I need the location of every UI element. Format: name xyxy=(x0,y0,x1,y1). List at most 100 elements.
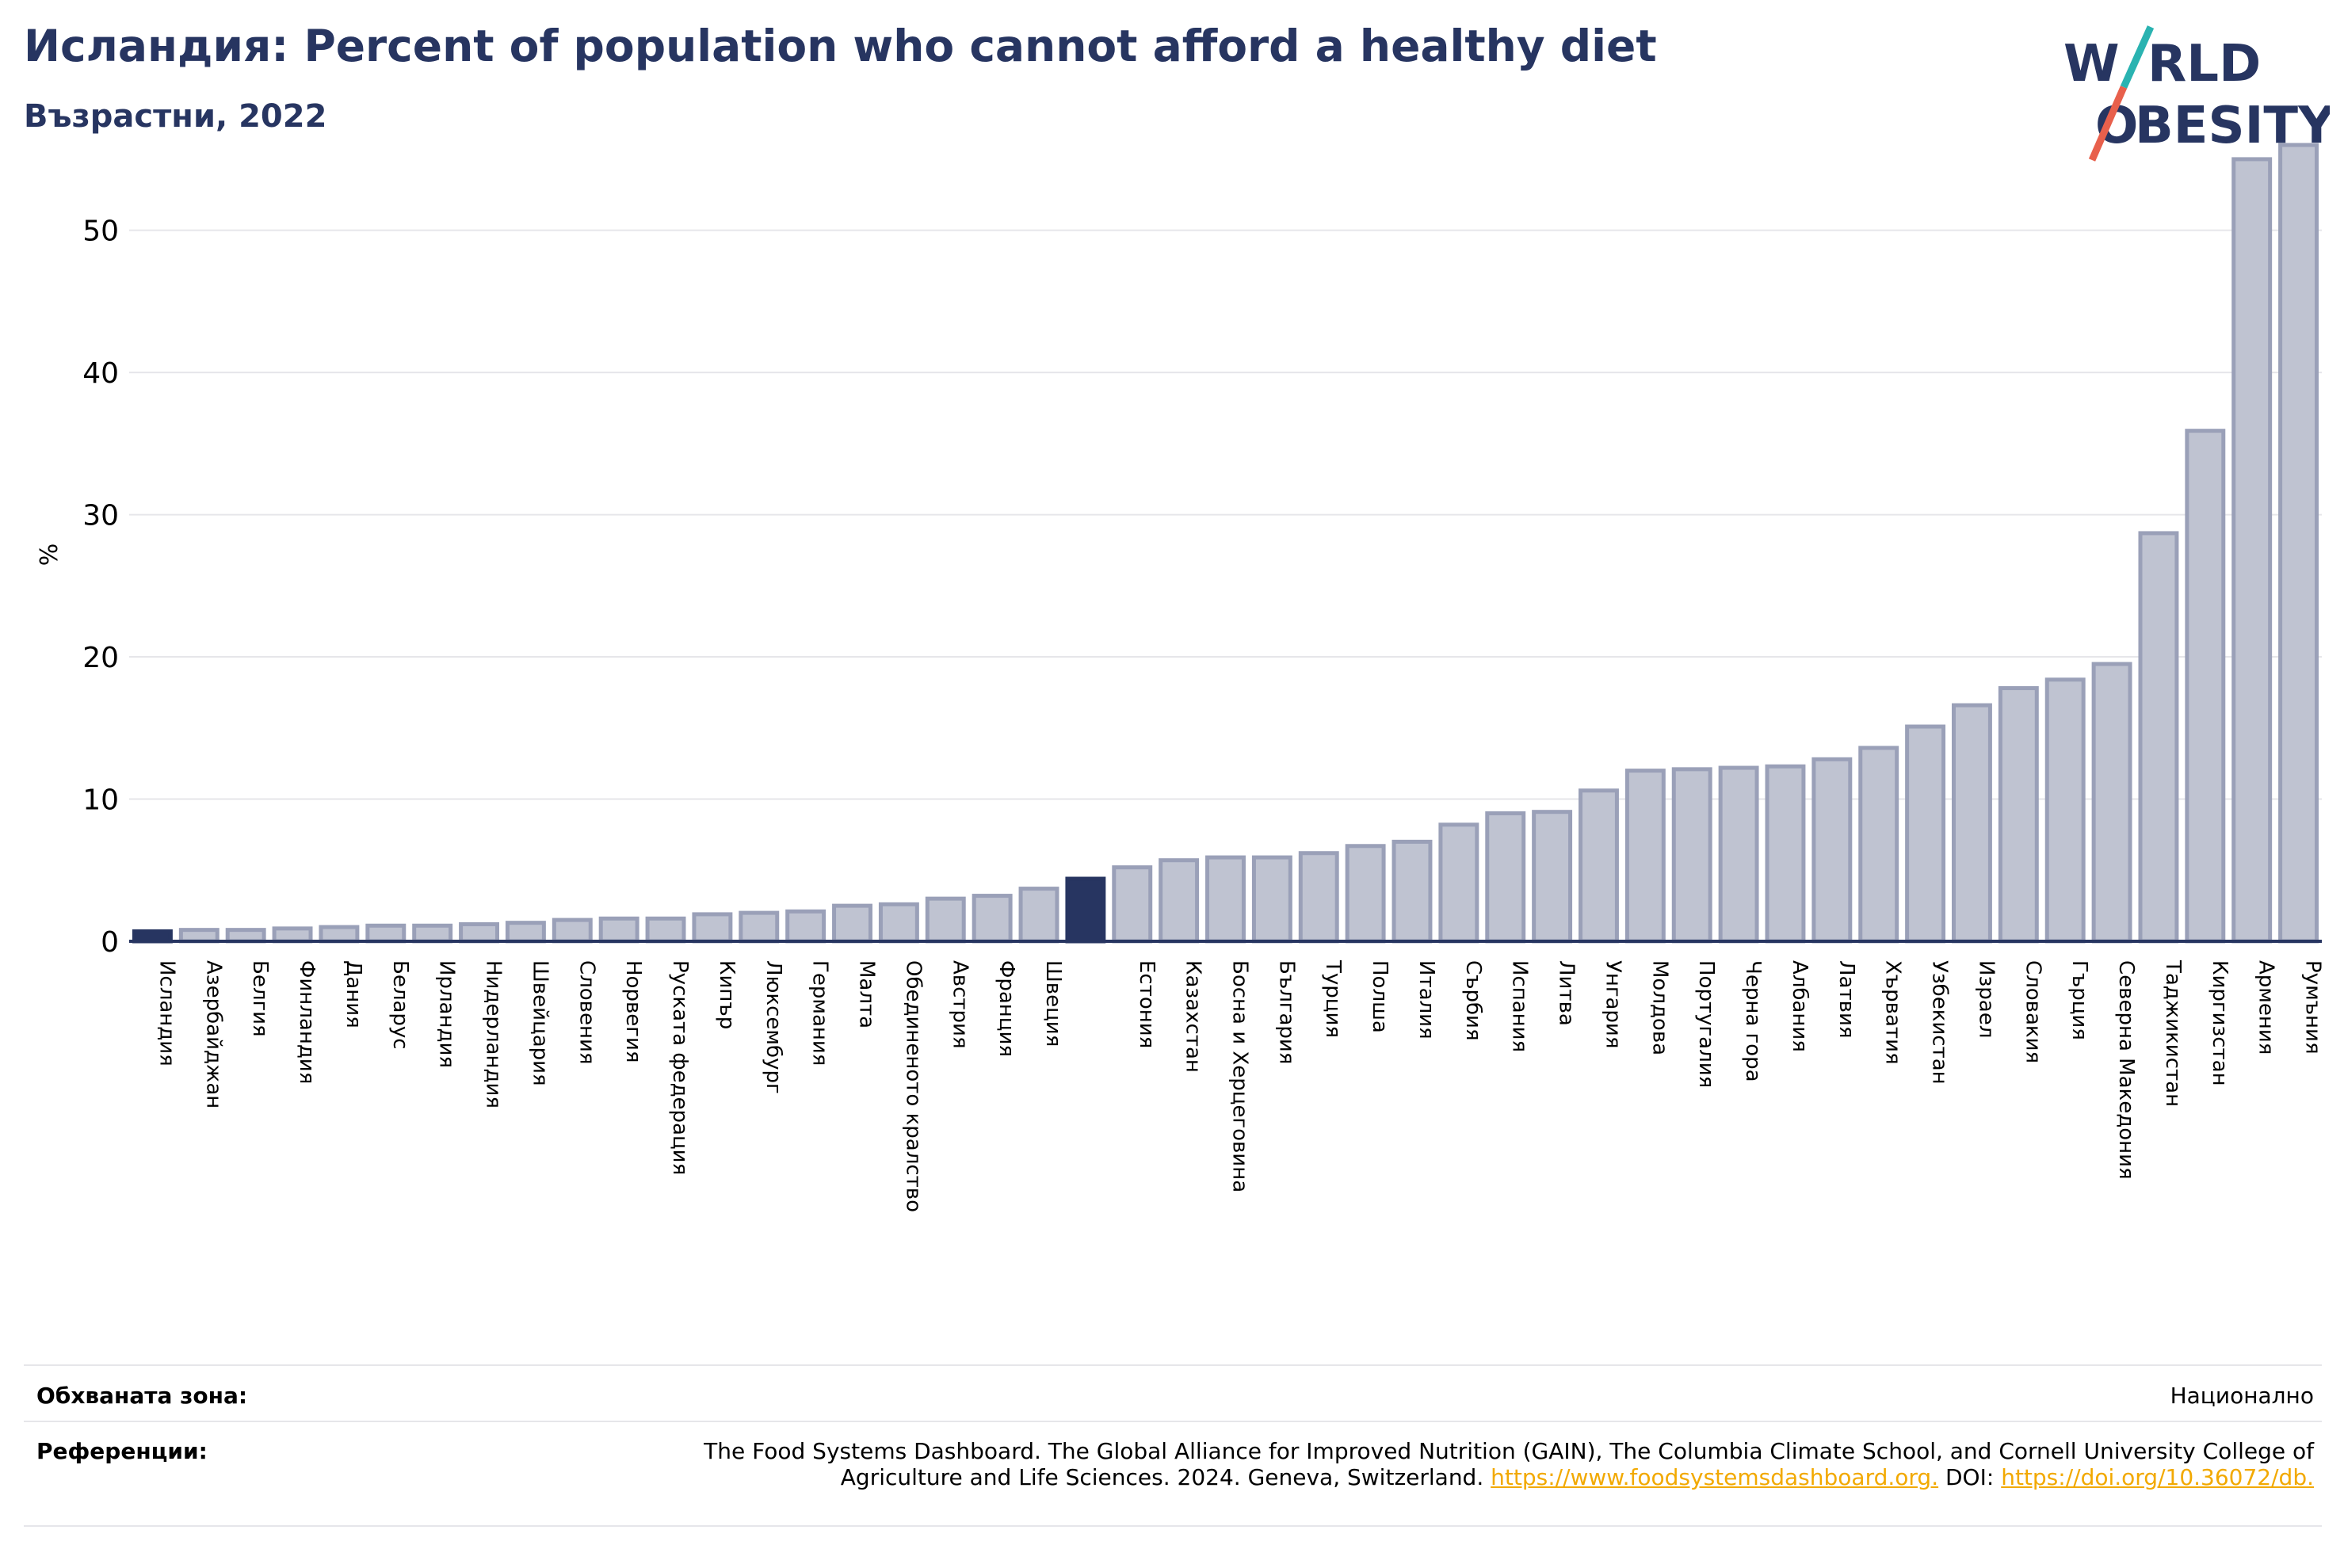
bar xyxy=(2044,677,2086,944)
bar xyxy=(1718,765,1759,944)
bar xyxy=(1112,865,1153,944)
chart-title: Исландия: Percent of population who cann… xyxy=(24,21,1657,71)
bar xyxy=(692,912,733,944)
bar xyxy=(878,902,919,944)
bar xyxy=(1951,703,1992,944)
y-tick-label: 0 xyxy=(101,926,119,959)
y-tick-label: 30 xyxy=(82,500,119,532)
bar xyxy=(739,910,780,944)
x-tick-label: Узбекистан xyxy=(1928,960,1952,1085)
bar xyxy=(552,918,593,944)
x-tick-label: Франция xyxy=(994,960,1018,1057)
logo-slash-coral xyxy=(2088,86,2128,162)
bar xyxy=(1018,887,1059,944)
gridlines xyxy=(129,229,2322,800)
x-tick-label: Израел xyxy=(1974,960,1998,1038)
bar xyxy=(1345,844,1386,944)
y-tick-label: 20 xyxy=(82,642,119,674)
bar xyxy=(319,925,360,944)
bar xyxy=(1392,839,1433,944)
references-label: Референции: xyxy=(36,1438,208,1464)
bar xyxy=(1671,767,1712,944)
x-tick-label: Кипър xyxy=(715,960,739,1029)
x-tick-label: Руската федерация xyxy=(668,960,692,1175)
world-obesity-logo: W RLD O BESITY xyxy=(2063,25,2330,162)
x-tick-label: Хърватия xyxy=(1881,960,1905,1065)
x-tick-label: Ирландия xyxy=(435,960,459,1068)
bar xyxy=(1532,810,1573,944)
x-tick-label: Унгария xyxy=(1601,960,1624,1048)
references-text: The Food Systems Dashboard. The Global A… xyxy=(689,1438,2314,1490)
x-tick-label: Португалия xyxy=(1694,960,1718,1088)
bar xyxy=(1438,822,1479,944)
bar xyxy=(412,923,453,944)
y-tick-label: 50 xyxy=(82,216,119,248)
bar xyxy=(2091,662,2132,944)
x-tick-label: България xyxy=(1274,960,1298,1064)
bar xyxy=(2138,531,2179,944)
bar xyxy=(2231,157,2273,944)
bar xyxy=(1485,811,1526,944)
references-link-doi[interactable]: https://doi.org/10.36072/db. xyxy=(2001,1464,2314,1490)
bar xyxy=(1579,788,1619,944)
x-tick-label: Латвия xyxy=(1834,960,1858,1039)
bar xyxy=(1065,876,1106,944)
x-tick-label: Естония xyxy=(1135,960,1159,1048)
bar xyxy=(1298,851,1339,944)
logo-slash-teal xyxy=(2120,25,2155,89)
x-tick-label: Северна Македония xyxy=(2114,960,2138,1180)
footer-divider-bottom xyxy=(24,1525,2322,1527)
x-tick-label: Румъния xyxy=(2301,960,2325,1055)
x-tick-label: Швеция xyxy=(1041,960,1065,1047)
x-tick-label: Финландия xyxy=(295,960,319,1084)
bar xyxy=(365,923,407,944)
x-tick-label: Сърбия xyxy=(1461,960,1485,1041)
x-tick-label: Словения xyxy=(575,960,598,1065)
references-doi-label: DOI: xyxy=(1945,1464,1995,1490)
bar xyxy=(1624,769,1666,944)
x-tick-label: Гърция xyxy=(2067,960,2091,1040)
bars xyxy=(132,143,2319,944)
y-tick-label: 10 xyxy=(82,784,119,817)
x-tick-label: Норвегия xyxy=(621,960,645,1063)
bar xyxy=(1159,858,1200,944)
bar xyxy=(598,916,639,944)
x-tick-label: Литва xyxy=(1555,960,1579,1026)
x-tick-label: Исландия xyxy=(155,960,178,1066)
references-link-dashboard[interactable]: https://www.foodsystemsdashboard.org. xyxy=(1491,1464,1939,1490)
bar xyxy=(1858,746,1899,944)
bar xyxy=(1998,686,2039,944)
bar xyxy=(178,928,220,944)
x-tick-label: Нидерландия xyxy=(482,960,506,1108)
bar xyxy=(785,909,827,944)
y-tick-label: 40 xyxy=(82,357,119,390)
x-tick-label: Испания xyxy=(1508,960,1532,1052)
bar xyxy=(645,916,686,944)
x-tick-label: Малта xyxy=(855,960,879,1028)
x-tick-label: Армения xyxy=(2254,960,2278,1055)
x-tick-label: Италия xyxy=(1414,960,1438,1040)
coverage-value: Национално xyxy=(2170,1383,2314,1409)
x-tick-label: Азербайджан xyxy=(201,960,225,1108)
bar xyxy=(272,926,313,944)
x-tick-label: Люксембург xyxy=(762,960,785,1094)
x-tick-label: Словакия xyxy=(2021,960,2044,1063)
footer-divider-top xyxy=(24,1364,2322,1366)
bar xyxy=(972,894,1013,944)
x-tick-label: Казахстан xyxy=(1182,960,1205,1073)
x-tick-label: Полша xyxy=(1368,960,1392,1033)
y-axis-label: % xyxy=(36,544,63,567)
x-tick-label: Черна гора xyxy=(1741,960,1765,1082)
bar-chart: 0 10 20 30 40 50 Исландия Азербайджан Белгия Фин… xyxy=(36,143,2325,1212)
x-tick-label: Обединеното кралство xyxy=(901,960,925,1212)
x-tick-labels: Исландия Азербайджан Белгия Финландия Дания Б… xyxy=(155,959,2324,1212)
x-tick-label: Германия xyxy=(808,960,832,1066)
x-tick-label: Дания xyxy=(342,960,365,1028)
x-tick-label: Молдова xyxy=(1647,960,1671,1055)
bar xyxy=(2185,429,2226,944)
bar xyxy=(1205,855,1246,944)
bar xyxy=(2278,143,2319,944)
bar xyxy=(1251,855,1292,944)
x-tick-label: Киргизстан xyxy=(2208,960,2231,1086)
y-tick-labels: 0 10 20 30 40 50 xyxy=(82,216,119,959)
